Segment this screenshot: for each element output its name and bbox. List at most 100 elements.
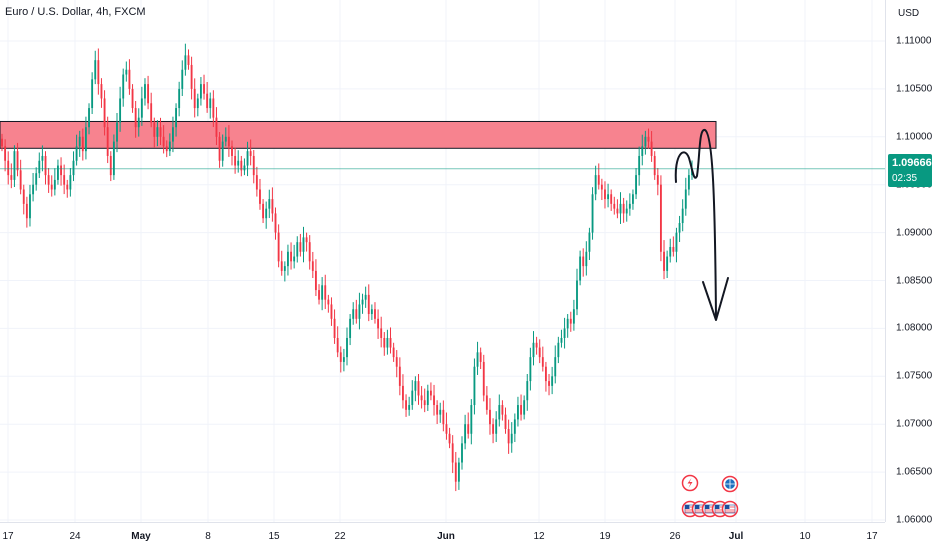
candle — [678, 215, 681, 242]
candle — [259, 178, 261, 210]
candle — [262, 199, 265, 224]
candle — [498, 394, 501, 427]
time-tick-label: Jul — [728, 531, 744, 542]
candle — [349, 314, 352, 346]
candle — [532, 331, 535, 366]
candle — [342, 348, 345, 372]
resistance-zone-rect[interactable] — [0, 120, 717, 149]
candle — [669, 238, 672, 263]
candle — [451, 435, 454, 474]
candle — [75, 134, 78, 166]
candle — [600, 178, 603, 201]
candle — [479, 347, 482, 370]
candle — [436, 400, 439, 425]
time-tick-label: 10 — [799, 531, 811, 542]
candle — [485, 386, 488, 415]
candle — [659, 175, 662, 262]
candle — [7, 151, 10, 185]
candle — [100, 78, 103, 108]
candle — [172, 116, 174, 153]
candle — [653, 151, 656, 180]
price-tick-label: 1.11000 — [896, 35, 932, 47]
candle — [106, 116, 109, 164]
candle — [666, 250, 669, 279]
candle — [63, 164, 66, 195]
resistance-zone[interactable] — [0, 120, 717, 149]
candle — [473, 358, 476, 415]
globe-icon[interactable] — [721, 475, 739, 493]
chart-pane[interactable]: Euro / U.S. Dollar, 4h, FXCM — [0, 0, 885, 522]
candle — [632, 189, 634, 210]
candle — [81, 128, 84, 161]
candle — [408, 396, 411, 416]
candle — [529, 347, 532, 391]
candle — [576, 268, 578, 316]
candle — [94, 50, 97, 85]
candle — [203, 74, 205, 100]
candle — [464, 414, 467, 450]
candle — [604, 181, 606, 209]
candle — [224, 127, 227, 147]
symbol-title[interactable]: Euro / U.S. Dollar, 4h, FXCM — [5, 6, 146, 18]
flag-icon[interactable] — [721, 500, 739, 518]
candle — [405, 394, 407, 417]
price-tick-label: 1.06000 — [896, 514, 932, 526]
candle — [66, 179, 69, 198]
candle — [19, 159, 22, 195]
candle — [50, 175, 53, 197]
candle — [569, 311, 572, 332]
candle — [492, 418, 495, 444]
candle — [175, 103, 177, 137]
price-chart[interactable] — [0, 0, 885, 522]
candle — [513, 413, 516, 443]
price-tick-label: 1.08000 — [896, 322, 932, 334]
candle — [57, 159, 59, 185]
candle — [411, 380, 414, 410]
candle — [622, 197, 625, 223]
candle — [377, 309, 380, 339]
projection-arrow-drawing[interactable] — [674, 129, 729, 321]
candle — [147, 75, 150, 110]
candle — [551, 366, 554, 395]
candle — [352, 302, 355, 325]
candle — [212, 90, 215, 128]
candle — [644, 130, 647, 155]
candle — [489, 398, 491, 435]
projection-path[interactable] — [674, 129, 717, 319]
candle — [641, 134, 644, 166]
arrow-head[interactable] — [702, 277, 729, 321]
candle — [109, 151, 112, 182]
candle — [314, 259, 317, 297]
candle — [535, 336, 538, 355]
candle — [507, 419, 510, 454]
time-tick-label: 22 — [334, 531, 346, 542]
time-axis[interactable]: 17 24 May 8 15 22 Jun 12 19 26 Jul 10 17 — [0, 522, 885, 550]
event-icons[interactable] — [681, 474, 739, 518]
candle — [324, 274, 327, 310]
candle — [25, 196, 28, 228]
candle — [429, 382, 432, 401]
candle — [274, 207, 277, 240]
last-price-label: 1.09666 02:35 — [888, 154, 932, 187]
candle — [16, 142, 19, 177]
candle — [156, 120, 159, 147]
candle — [277, 224, 280, 268]
candle — [414, 376, 417, 402]
candle — [13, 145, 16, 187]
price-tick-label: 1.07500 — [896, 370, 932, 382]
candle — [588, 227, 591, 260]
candle — [116, 113, 118, 153]
candle — [656, 168, 659, 196]
candle — [346, 327, 348, 366]
candle — [439, 402, 442, 423]
candle — [255, 166, 258, 197]
currency-label: USD — [898, 8, 920, 19]
candle — [476, 341, 479, 375]
candle — [140, 86, 143, 126]
candle — [84, 116, 87, 160]
lightning-icon[interactable] — [681, 474, 699, 492]
candle — [420, 386, 423, 409]
candle — [367, 284, 370, 322]
candle — [566, 314, 569, 338]
price-scale[interactable]: USD 1.110001.105001.100001.095001.090001… — [885, 0, 932, 526]
